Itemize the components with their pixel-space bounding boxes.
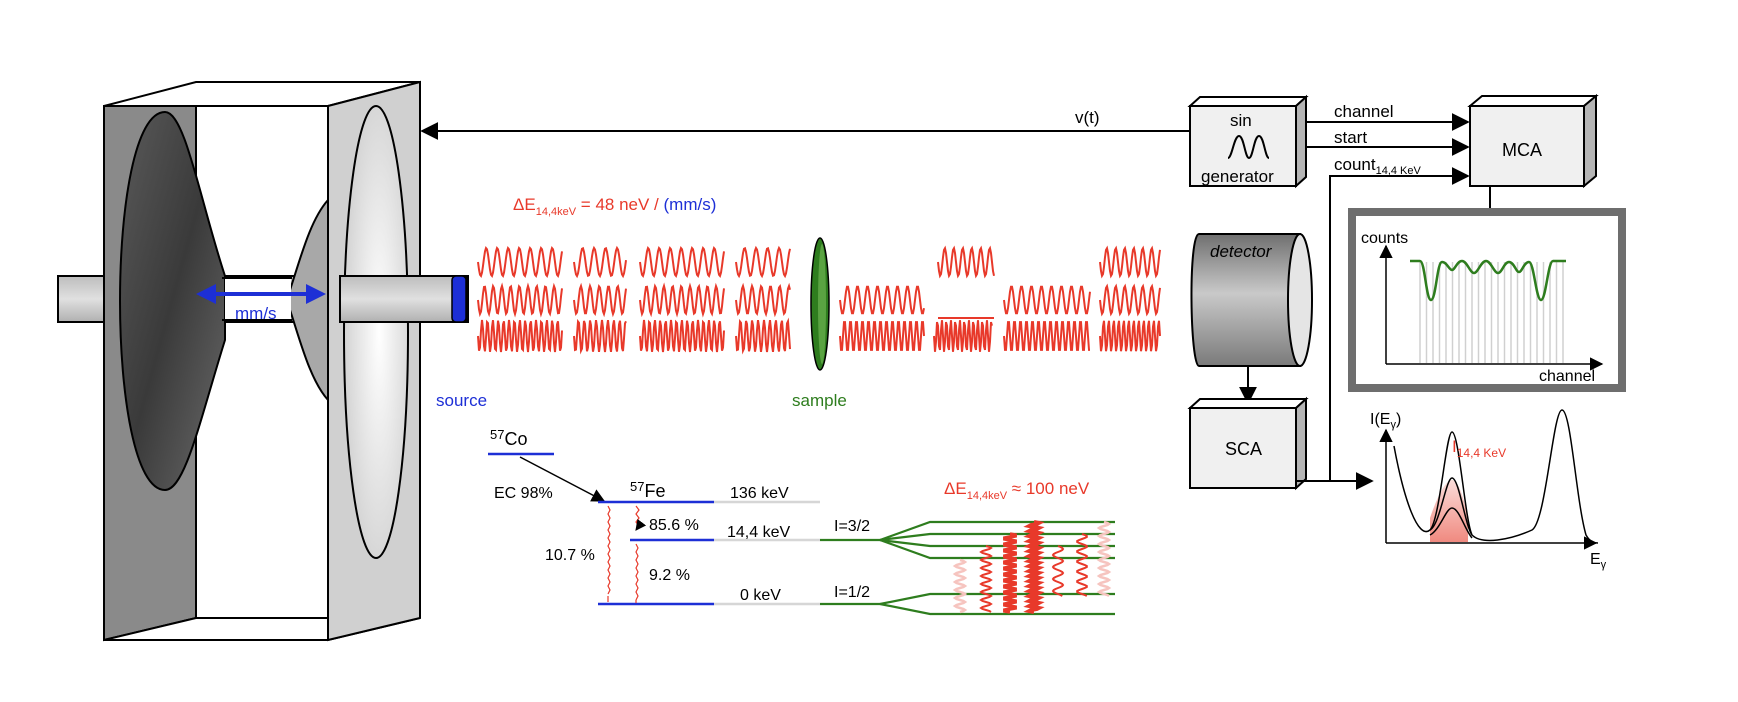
- transition-136-14: [635, 505, 647, 531]
- detector: detector: [1190, 233, 1313, 367]
- velocity-signal-label: v(t): [1075, 108, 1100, 127]
- mossbauer-absorption-curve: [1410, 259, 1566, 302]
- gamma-wave: [477, 282, 563, 318]
- gamma-wave: [639, 319, 725, 353]
- gamma-wave: [937, 245, 995, 279]
- fe57-label: 57Fe: [630, 479, 665, 501]
- sample-label: sample: [792, 391, 847, 410]
- start-signal-label: start: [1334, 128, 1367, 147]
- e144-label: 14,4 keV: [727, 524, 790, 541]
- e0-label: 0 keV: [740, 587, 781, 604]
- hf-transition: [1076, 533, 1088, 597]
- gamma-wave: [839, 321, 925, 351]
- intensity-axis-label: I(Eγ): [1370, 411, 1401, 431]
- gamma-wave: [573, 318, 627, 355]
- sca-label: SCA: [1225, 439, 1262, 459]
- gamma-wave: [735, 317, 791, 355]
- i32-label: I=3/2: [834, 518, 870, 535]
- gamma-wave: [639, 246, 725, 278]
- e136-label: 136 keV: [730, 485, 789, 502]
- count-signal-line: [1329, 167, 1470, 481]
- sine-icon: [1227, 134, 1270, 160]
- hf-transition: [1023, 520, 1045, 614]
- source-cap: [451, 275, 467, 323]
- count-signal-label: count14,4 KeV: [1334, 155, 1422, 177]
- gamma-beam: [477, 245, 1161, 355]
- sca-box: SCA: [1187, 396, 1309, 491]
- decay-level-scheme: 57Co EC 98% 57Fe 136 keV 14,4 keV 0 keV …: [488, 427, 1115, 616]
- gamma-wave: [1099, 245, 1161, 279]
- p92-label: 9.2 %: [649, 567, 690, 584]
- hf-transition: [1096, 520, 1112, 598]
- channel-signal-label: channel: [1334, 102, 1394, 121]
- gamma-wave: [1099, 320, 1161, 352]
- channel-axis-label: channel: [1539, 368, 1595, 385]
- gamma-wave: [639, 282, 725, 318]
- hf-transition: [1003, 532, 1017, 614]
- peak-highlight: [1430, 480, 1468, 542]
- hyperfine-transitions: [952, 520, 1112, 614]
- hf-transition: [1051, 545, 1065, 597]
- mca-box: MCA: [1467, 93, 1599, 189]
- gamma-wave: [573, 245, 627, 279]
- gamma-wave: [573, 282, 627, 318]
- transition-136-0: [607, 505, 611, 595]
- gamma-wave: [1003, 321, 1090, 351]
- i12-label: I=1/2: [834, 584, 870, 601]
- sin-generator: sin generator: [1187, 94, 1309, 189]
- gamma-wave: [839, 285, 925, 315]
- detector-label: detector: [1210, 242, 1273, 261]
- hyperfine-energy-label: ΔE14,4keV ≈ 100 neV: [944, 479, 1090, 502]
- transition-14-0: [635, 543, 639, 601]
- p107-label: 10.7 %: [545, 547, 595, 564]
- hf-transition: [979, 545, 993, 613]
- p856-label: 85.6 %: [649, 517, 699, 534]
- ec-label: EC 98%: [494, 485, 553, 502]
- velocity-unit-label: mm/s: [235, 304, 277, 323]
- peak-label: I14,4 KeV: [1452, 437, 1506, 460]
- mca-label: MCA: [1502, 140, 1542, 160]
- gamma-wave: [477, 246, 563, 278]
- ec-arrow: [519, 456, 606, 502]
- gamma-wave: [933, 320, 993, 352]
- co57-label: 57Co: [490, 427, 527, 449]
- velocity-transducer: mm/s: [57, 80, 469, 642]
- energy-spectrum: I(Eγ) I14,4 KeV Eγ: [1370, 409, 1607, 571]
- spectrum-outer-curve: [1393, 409, 1599, 544]
- right-membrane-cone: [289, 197, 329, 403]
- source-label: source: [436, 391, 487, 410]
- energy-axis-label: Eγ: [1590, 551, 1607, 571]
- energy-shift-label: ΔE14,4keV = 48 neV / (mm/s): [513, 195, 716, 218]
- hf-transition: [952, 558, 968, 614]
- mca-spectrum-display: counts channel: [1348, 208, 1626, 392]
- gamma-wave: [735, 282, 791, 318]
- channel-bars: [1419, 262, 1564, 363]
- front-membrane-oval: [343, 105, 409, 559]
- hyperfine-levels: [820, 520, 1115, 616]
- generator-label: generator: [1201, 167, 1274, 186]
- counts-axis-label: counts: [1361, 230, 1408, 247]
- gamma-wave: [1099, 283, 1161, 317]
- gamma-wave: [477, 319, 563, 353]
- gamma-wave: [1003, 285, 1091, 315]
- gamma-wave: [735, 245, 791, 279]
- left-membrane-cone: [119, 110, 226, 492]
- sin-label: sin: [1230, 111, 1252, 130]
